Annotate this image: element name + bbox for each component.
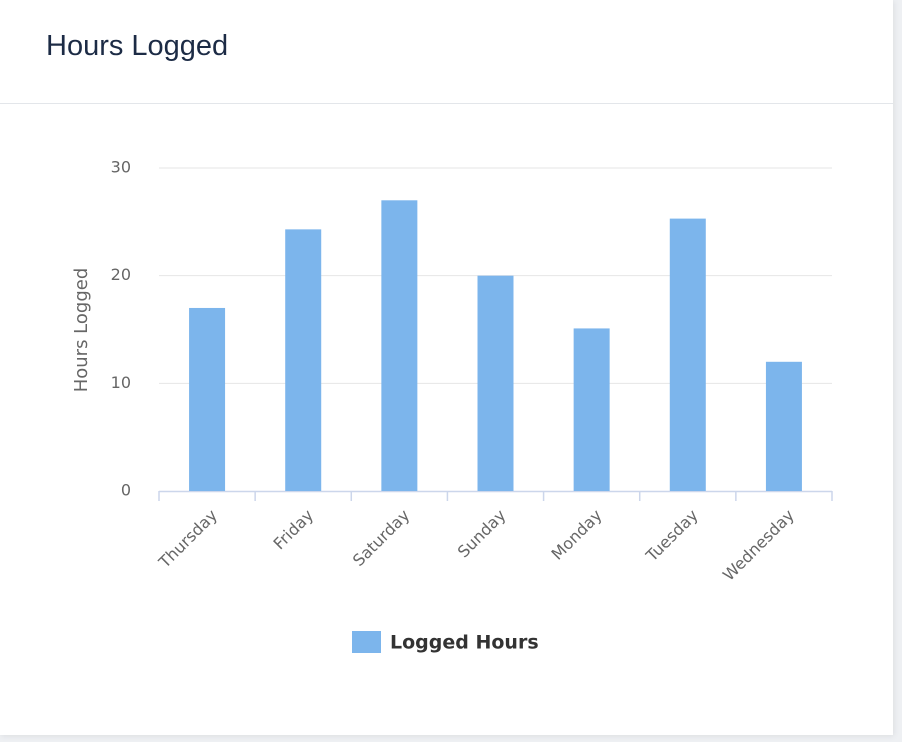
x-tick-label: Wednesday	[719, 506, 798, 585]
x-tick-label: Monday	[548, 506, 606, 564]
legend-swatch	[352, 631, 381, 653]
bar	[765, 361, 802, 491]
legend-label: Logged Hours	[390, 632, 539, 654]
x-tick-label: Saturday	[349, 506, 413, 570]
card-header: Hours Logged	[0, 0, 893, 104]
x-tick-label: Tuesday	[642, 506, 702, 566]
y-axis-label: Hours Logged	[71, 268, 92, 393]
bar	[285, 229, 322, 491]
bar	[477, 275, 514, 491]
bar	[573, 328, 610, 491]
x-tick-label: Friday	[269, 506, 317, 554]
card-title: Hours Logged	[46, 30, 229, 62]
y-tick-label: 30	[111, 158, 131, 177]
y-tick-label: 0	[121, 481, 131, 500]
x-tick-label: Sunday	[454, 506, 510, 562]
y-tick-label: 20	[111, 265, 131, 284]
y-tick-label: 10	[111, 373, 131, 392]
x-tick-label: Thursday	[154, 506, 221, 573]
bar	[189, 307, 226, 491]
bar	[381, 200, 418, 492]
bar	[669, 218, 706, 491]
